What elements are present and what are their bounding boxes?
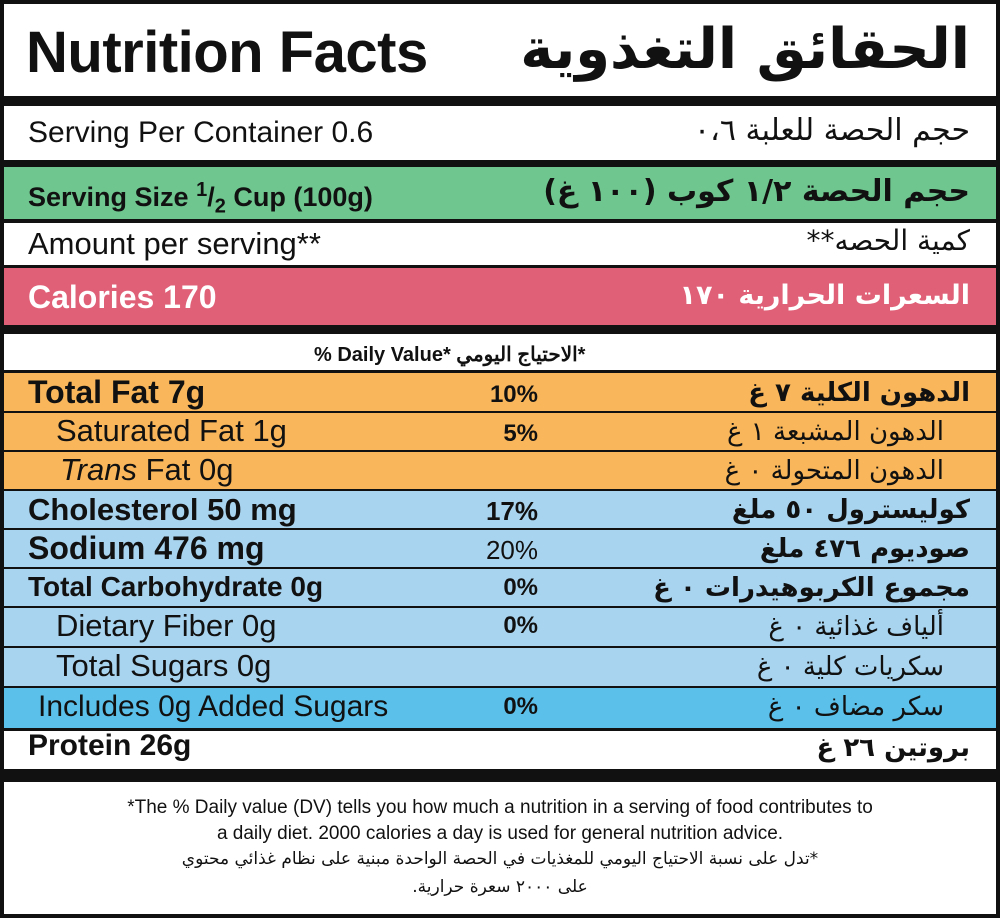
amount-per-serving-ar: كمية الحصه** <box>806 224 970 257</box>
divider <box>4 728 996 731</box>
title-ar: الحقائق التغذوية <box>520 17 970 82</box>
nutrient-row-total-sugars: Total Sugars 0g سكريات كلية ٠ غ <box>4 648 996 686</box>
nutrient-name-ar: كوليسترول ٥٠ ملغ <box>731 495 970 525</box>
nutrient-daily-value: 20% <box>485 535 538 565</box>
nutrient-name-en: Trans Fat 0g <box>60 454 233 485</box>
amount-per-serving-en: Amount per serving** <box>28 226 321 261</box>
nutrient-row-total-carbohydrate: Total Carbohydrate 0g 0% مجموع الكربوهيد… <box>4 569 996 606</box>
nutrient-name-en: Total Sugars 0g <box>56 648 272 683</box>
nutrient-name-ar: صوديوم ٤٧٦ ملغ <box>759 534 970 564</box>
nutrient-daily-value: 17% <box>485 496 538 526</box>
nutrient-name-ar: سكريات كلية ٠ غ <box>756 652 944 682</box>
trans-italic: Trans <box>60 452 137 487</box>
nutrient-daily-value: 0% <box>503 693 538 720</box>
calories-row: Calories 170 السعرات الحرارية ١٧٠ <box>4 268 996 325</box>
nutrient-name-ar: سكر مضاف ٠ غ <box>767 692 944 722</box>
footnote: *The % Daily value (DV) tells you how mu… <box>4 782 996 914</box>
nutrient-name-ar: الدهون المتحولة ٠ غ <box>724 456 944 486</box>
serving-size-suffix: Cup (100g) <box>225 182 373 212</box>
nutrient-name-ar: الدهون الكلية ٧ غ <box>748 378 970 408</box>
divider <box>4 450 996 452</box>
footnote-ar-line1: *تدل على نسبة الاحتياج اليومي للمغذيات ف… <box>181 849 819 869</box>
calories-ar: السعرات الحرارية ١٧٠ <box>679 280 970 311</box>
nutrient-name-ar: الدهون المشبعة ١ غ <box>726 417 944 447</box>
serving-size-prefix: Serving Size <box>28 182 197 212</box>
footnote-ar-line2: على ٢٠٠٠ سعرة حرارية. <box>412 877 588 897</box>
footnote-en-line2: a daily diet. 2000 calories a day is use… <box>216 823 784 844</box>
divider <box>4 265 996 268</box>
nutrient-row-total-fat: Total Fat 7g 10% الدهون الكلية ٧ غ <box>4 373 996 411</box>
nutrient-name-ar: مجموع الكربوهيدرات ٠ غ <box>653 573 970 603</box>
divider-thick <box>4 325 996 334</box>
title-en: Nutrition Facts <box>26 20 428 85</box>
nutrient-row-dietary-fiber: Dietary Fiber 0g 0% ألياف غذائية ٠ غ <box>4 608 996 646</box>
daily-value-header: % Daily Value* الاحتياج اليومي* <box>314 344 586 366</box>
divider <box>4 528 996 530</box>
divider <box>4 606 996 608</box>
nutrient-name-en: Total Carbohydrate 0g <box>28 571 324 602</box>
nutrient-row-protein: Protein 26g بروتين ٢٦ غ <box>4 731 996 769</box>
divider <box>4 370 996 373</box>
nutrient-name-en: Dietary Fiber 0g <box>56 608 277 643</box>
amount-per-serving-row: Amount per serving** كمية الحصه** <box>4 223 996 265</box>
serving-size-numerator: 1 <box>196 179 208 201</box>
nutrient-name-en: Sodium 476 mg <box>28 530 265 566</box>
divider-thick <box>4 96 996 106</box>
serving-size-ar: حجم الحصة ١/٢ كوب (١٠٠ غ) <box>543 174 970 209</box>
nutrient-name-en: Saturated Fat 1g <box>56 413 287 448</box>
divider <box>4 567 996 569</box>
nutrient-row-sodium: Sodium 476 mg 20% صوديوم ٤٧٦ ملغ <box>4 530 996 567</box>
calories-en: Calories 170 <box>28 279 217 315</box>
nutrient-name-en: Includes 0g Added Sugars <box>38 690 389 723</box>
nutrient-row-cholesterol: Cholesterol 50 mg 17% كوليسترول ٥٠ ملغ <box>4 491 996 528</box>
nutrient-name-en: Protein 26g <box>28 729 192 762</box>
nutrient-daily-value: 0% <box>503 574 538 601</box>
serving-per-container-ar: حجم الحصة للعلبة ٠،٦ <box>694 113 970 148</box>
nutrient-name-en: Cholesterol 50 mg <box>28 492 297 527</box>
nutrient-daily-value: 5% <box>503 420 538 447</box>
nutrient-row-added-sugars: Includes 0g Added Sugars 0% سكر مضاف ٠ غ <box>4 688 996 728</box>
trans-fat-rest: Fat 0g <box>136 452 234 487</box>
serving-size-denominator: 2 <box>214 195 226 218</box>
nutrient-name-ar: ألياف غذائية ٠ غ <box>768 612 944 642</box>
divider <box>4 489 996 491</box>
serving-per-container-en: Serving Per Container 0.6 <box>28 116 374 149</box>
nutrient-name-en: Total Fat 7g <box>28 374 206 410</box>
divider-thick <box>4 769 996 782</box>
serving-size-row: Serving Size 1/2 Cup (100g) حجم الحصة ١/… <box>4 167 996 219</box>
divider <box>4 411 996 413</box>
nutrient-name-ar: بروتين ٢٦ غ <box>816 733 971 763</box>
divider <box>4 686 996 688</box>
title-row: Nutrition Facts الحقائق التغذوية <box>4 4 996 96</box>
divider <box>4 646 996 648</box>
serving-per-container-row: Serving Per Container 0.6 حجم الحصة للعل… <box>4 106 996 160</box>
nutrient-row-saturated-fat: Saturated Fat 1g 5% الدهون المشبعة ١ غ <box>4 413 996 450</box>
daily-value-header-row: % Daily Value* الاحتياج اليومي* <box>4 334 996 370</box>
nutrient-daily-value: 0% <box>503 612 538 639</box>
nutrient-daily-value: 10% <box>489 381 538 408</box>
serving-size-en: Serving Size 1/2 Cup (100g) <box>28 179 373 218</box>
nutrient-row-trans-fat: Trans Fat 0g الدهون المتحولة ٠ غ <box>4 452 996 489</box>
divider <box>4 219 996 223</box>
footnote-en-line1: *The % Daily value (DV) tells you how mu… <box>127 797 873 818</box>
divider <box>4 160 996 167</box>
